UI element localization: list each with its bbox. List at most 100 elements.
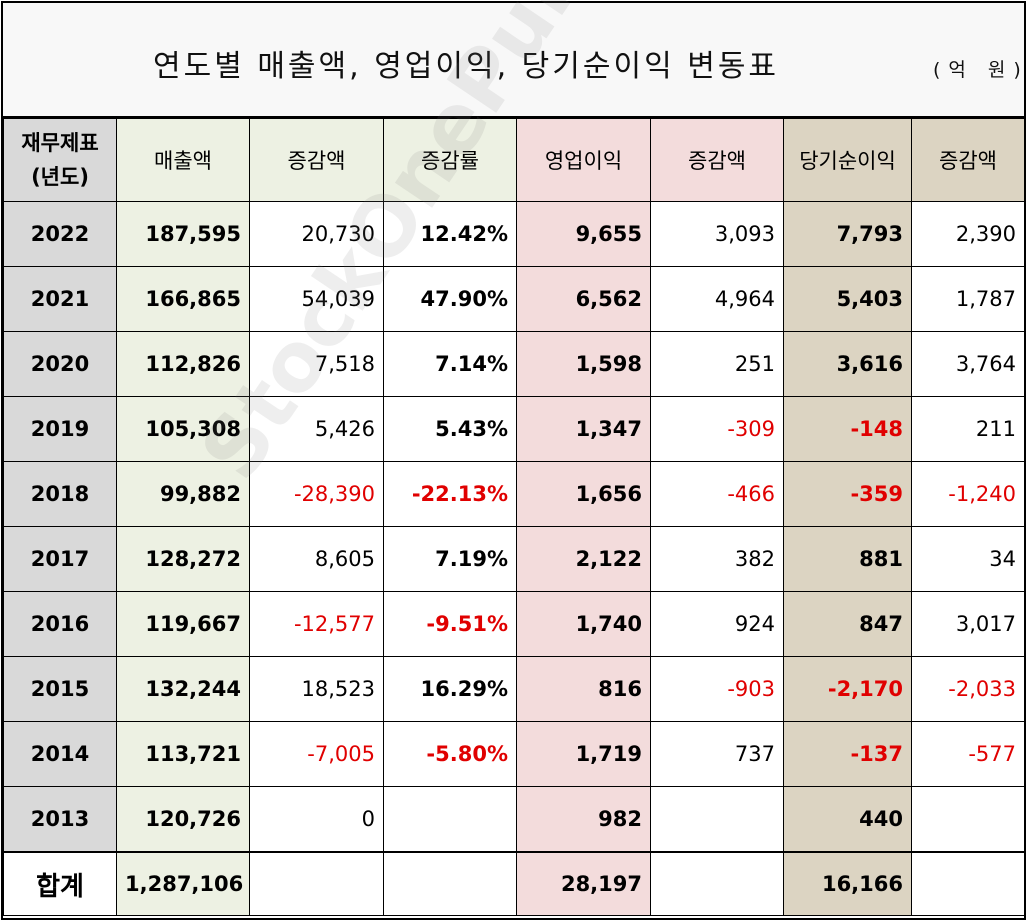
revenue-change-cell: -7,005 xyxy=(249,721,384,787)
revenue-cell: 128,272 xyxy=(116,526,250,592)
revenue-rate-cell: -5.80% xyxy=(383,721,517,787)
table-row: 2016 119,667 -12,577 -9.51% 1,740 924 847 3,017 xyxy=(3,591,1025,657)
unit-label: (억 원) xyxy=(933,59,1027,81)
revenue-cell: 112,826 xyxy=(116,331,250,397)
net-change-cell: 3,017 xyxy=(911,591,1025,657)
header-revenue-change: 증감액 xyxy=(249,118,384,202)
year-cell: 2020 xyxy=(3,331,117,397)
total-empty xyxy=(650,851,784,916)
year-cell: 2018 xyxy=(3,461,117,527)
revenue-cell: 99,882 xyxy=(116,461,250,527)
op-income-cell: 1,347 xyxy=(516,396,651,462)
op-change-cell: 3,093 xyxy=(650,201,784,267)
year-cell: 2015 xyxy=(3,656,117,722)
total-net-income: 16,166 xyxy=(783,851,912,916)
revenue-rate-cell: 12.42% xyxy=(383,201,517,267)
header-row: 재무제표 (년도) 매출액 증감액 증감률 영업이익 증감액 당기순이익 증감액 xyxy=(3,118,1025,202)
op-change-cell: -903 xyxy=(650,656,784,722)
revenue-change-cell: 0 xyxy=(249,786,384,853)
financial-table: 재무제표 (년도) 매출액 증감액 증감률 영업이익 증감액 당기순이익 증감액 … xyxy=(3,118,1025,916)
header-year: 재무제표 (년도) xyxy=(3,118,117,202)
table-row: 2019 105,308 5,426 5.43% 1,347 -309 -148 211 xyxy=(3,396,1025,462)
revenue-cell: 187,595 xyxy=(116,201,250,267)
revenue-change-cell: 18,523 xyxy=(249,656,384,722)
header-net-change: 증감액 xyxy=(911,118,1025,202)
op-income-cell: 1,656 xyxy=(516,461,651,527)
year-cell: 2021 xyxy=(3,266,117,332)
net-income-cell: 5,403 xyxy=(783,266,912,332)
revenue-change-cell: -28,390 xyxy=(249,461,384,527)
revenue-rate-cell: 16.29% xyxy=(383,656,517,722)
title-bar: 연도별 매출액, 영업이익, 당기순이익 변동표 (억 원) xyxy=(3,3,1024,118)
net-change-cell: -577 xyxy=(911,721,1025,787)
revenue-cell: 105,308 xyxy=(116,396,250,462)
header-op-income: 영업이익 xyxy=(516,118,651,202)
revenue-change-cell: 7,518 xyxy=(249,331,384,397)
net-income-cell: 847 xyxy=(783,591,912,657)
table-row: 2022 187,595 20,730 12.42% 9,655 3,093 7,793 2,… xyxy=(3,201,1025,267)
header-net-income: 당기순이익 xyxy=(783,118,912,202)
year-cell: 2022 xyxy=(3,201,117,267)
revenue-rate-cell: 7.19% xyxy=(383,526,517,592)
table-row: 2018 99,882 -28,390 -22.13% 1,656 -466 -359 -1,… xyxy=(3,461,1025,527)
op-change-cell: 924 xyxy=(650,591,784,657)
table-row: 2015 132,244 18,523 16.29% 816 -903 -2,170 -2,0… xyxy=(3,656,1025,722)
net-change-cell: -1,240 xyxy=(911,461,1025,527)
header-revenue: 매출액 xyxy=(116,118,250,202)
page-title: 연도별 매출액, 영업이익, 당기순이익 변동표 xyxy=(153,49,780,84)
revenue-cell: 120,726 xyxy=(116,786,250,853)
net-income-cell: -148 xyxy=(783,396,912,462)
net-income-cell: -137 xyxy=(783,721,912,787)
revenue-change-cell: 20,730 xyxy=(249,201,384,267)
revenue-rate-cell: 47.90% xyxy=(383,266,517,332)
revenue-cell: 119,667 xyxy=(116,591,250,657)
revenue-rate-cell xyxy=(383,786,517,853)
net-income-cell: 881 xyxy=(783,526,912,592)
table-row: 2017 128,272 8,605 7.19% 2,122 382 881 34 xyxy=(3,526,1025,592)
net-income-cell: -359 xyxy=(783,461,912,527)
op-change-cell: 382 xyxy=(650,526,784,592)
table-row: 2021 166,865 54,039 47.90% 6,562 4,964 5,403 1,… xyxy=(3,266,1025,332)
table-row: 2014 113,721 -7,005 -5.80% 1,719 737 -137 -577 xyxy=(3,721,1025,787)
revenue-rate-cell: 5.43% xyxy=(383,396,517,462)
total-empty xyxy=(249,851,384,916)
total-op-income: 28,197 xyxy=(516,851,651,916)
year-cell: 2017 xyxy=(3,526,117,592)
net-change-cell: 3,764 xyxy=(911,331,1025,397)
table-row: 2020 112,826 7,518 7.14% 1,598 251 3,616 3,764 xyxy=(3,331,1025,397)
year-cell: 2016 xyxy=(3,591,117,657)
op-change-cell: 251 xyxy=(650,331,784,397)
header-op-change: 증감액 xyxy=(650,118,784,202)
revenue-rate-cell: -22.13% xyxy=(383,461,517,527)
op-income-cell: 1,598 xyxy=(516,331,651,397)
table-row: 2013 120,726 0 982 440 xyxy=(3,786,1025,853)
op-income-cell: 6,562 xyxy=(516,266,651,332)
op-income-cell: 9,655 xyxy=(516,201,651,267)
net-change-cell: -2,033 xyxy=(911,656,1025,722)
revenue-cell: 132,244 xyxy=(116,656,250,722)
op-change-cell: 4,964 xyxy=(650,266,784,332)
total-empty xyxy=(383,851,517,916)
revenue-change-cell: 5,426 xyxy=(249,396,384,462)
op-change-cell: 737 xyxy=(650,721,784,787)
op-income-cell: 982 xyxy=(516,786,651,853)
op-change-cell: -309 xyxy=(650,396,784,462)
year-cell: 2013 xyxy=(3,786,117,853)
header-revenue-rate: 증감률 xyxy=(383,118,517,202)
op-income-cell: 816 xyxy=(516,656,651,722)
net-change-cell xyxy=(911,786,1025,853)
op-change-cell xyxy=(650,786,784,853)
revenue-change-cell: 54,039 xyxy=(249,266,384,332)
net-change-cell: 2,390 xyxy=(911,201,1025,267)
net-income-cell: 3,616 xyxy=(783,331,912,397)
op-change-cell: -466 xyxy=(650,461,784,527)
net-change-cell: 34 xyxy=(911,526,1025,592)
op-income-cell: 1,740 xyxy=(516,591,651,657)
net-income-cell: -2,170 xyxy=(783,656,912,722)
op-income-cell: 1,719 xyxy=(516,721,651,787)
total-empty xyxy=(911,851,1025,916)
revenue-rate-cell: 7.14% xyxy=(383,331,517,397)
net-income-cell: 440 xyxy=(783,786,912,853)
revenue-change-cell: 8,605 xyxy=(249,526,384,592)
